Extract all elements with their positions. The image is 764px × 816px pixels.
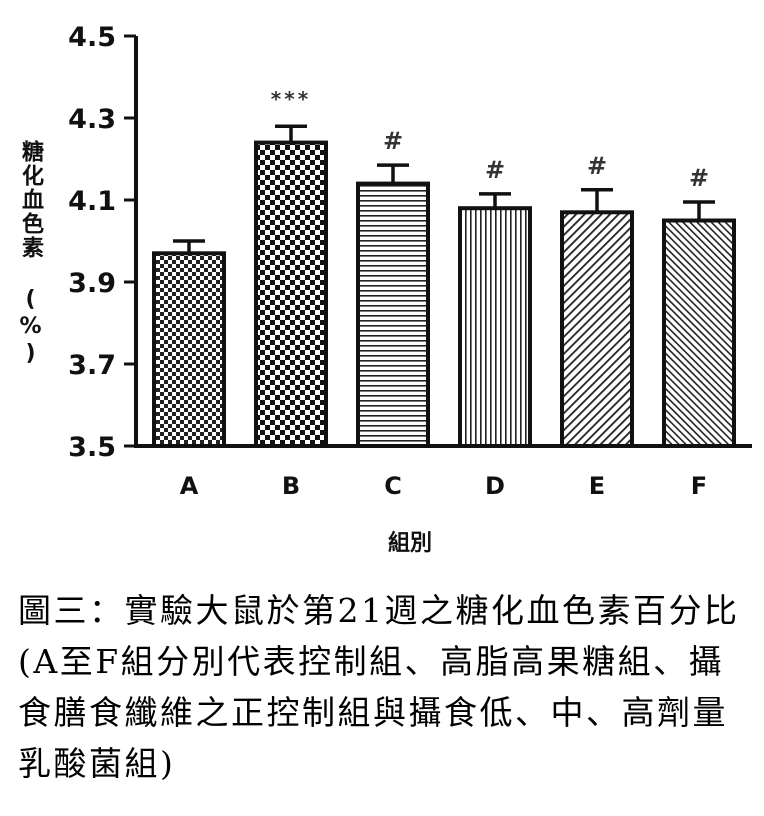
y-tick-label: 4.5 (68, 22, 116, 53)
bar-e (560, 210, 634, 448)
significance-label: # (587, 152, 607, 180)
x-tick-label: C (384, 472, 402, 500)
bar-a (152, 251, 226, 448)
bar-f (662, 218, 736, 448)
bars: A B *** C # D # E # F # (152, 87, 736, 500)
bar-b (254, 140, 328, 448)
axes: 3.5 3.7 3.9 4.1 4.3 4.5 (68, 22, 752, 463)
bar-c (356, 181, 430, 448)
y-tick-label: 4.1 (68, 186, 116, 217)
y-tick-label: 4.3 (68, 104, 116, 135)
y-tick-label: 3.9 (68, 268, 116, 299)
y-tick-label: 3.7 (68, 350, 116, 381)
significance-label: *** (271, 87, 311, 111)
significance-label: # (689, 164, 709, 192)
significance-label: # (485, 156, 505, 184)
figure-caption: 圖三：實驗大鼠於第21週之糖化血色素百分比(A至F組分別代表控制組、高脂高果糖組… (18, 591, 740, 783)
x-tick-label: E (589, 472, 605, 500)
significance-label: # (383, 127, 403, 155)
x-tick-label: A (180, 472, 199, 500)
x-tick-label: D (485, 472, 505, 500)
x-tick-label: F (691, 472, 707, 500)
y-axis-label: 糖化血色素 (%) (18, 140, 43, 368)
x-axis-label: 組別 (388, 531, 433, 556)
bar-d (458, 206, 532, 448)
x-tick-label: B (282, 472, 300, 500)
bar-chart: 3.5 3.7 3.9 4.1 4.3 4.5 A B *** C # D # E # F # (68, 22, 752, 500)
y-tick-label: 3.5 (68, 432, 116, 463)
